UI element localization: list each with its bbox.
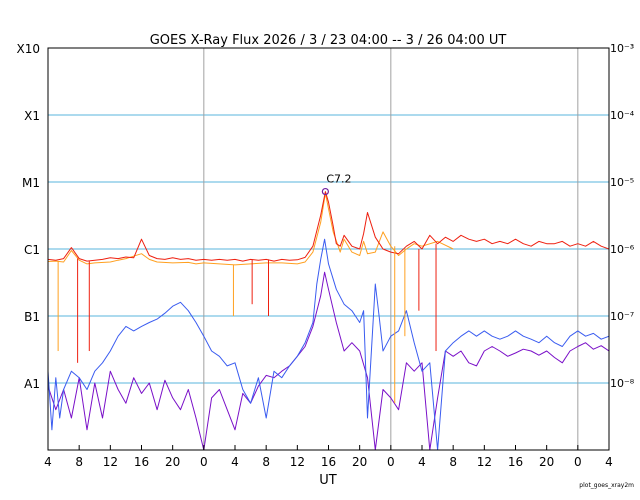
footnote: plot_goes_xray2m (579, 482, 634, 489)
x-tick-label-7: 8 (262, 455, 270, 469)
left-label-4: B1 (24, 310, 40, 324)
series-layer (48, 191, 609, 450)
left-label-0: X10 (17, 42, 41, 56)
x-tick-label-13: 8 (449, 455, 457, 469)
x-tick-label-14: 12 (477, 455, 492, 469)
x-tick-label-2: 12 (103, 455, 118, 469)
x-tick-label-15: 16 (508, 455, 523, 469)
left-label-3: C1 (24, 243, 40, 257)
x-tick-label-9: 16 (321, 455, 336, 469)
x-tick-label-4: 20 (165, 455, 180, 469)
x-tick-label-12: 4 (418, 455, 426, 469)
right-label-0: 10⁻³ (610, 42, 634, 55)
series-clip (48, 191, 609, 450)
x-tick-label-1: 8 (75, 455, 83, 469)
x-tick-label-10: 20 (352, 455, 367, 469)
gridlines (48, 114, 609, 384)
series-short-primary (48, 238, 609, 450)
peak-label-0: C7.2 (326, 173, 351, 186)
chart-title: GOES X-Ray Flux 2026 / 3 / 23 04:00 -- 3… (150, 33, 507, 48)
left-axis-labels: X10 X1 M1 C1 B1 A1 (17, 42, 41, 391)
peak-marker-0 (321, 187, 329, 196)
x-tick-label-0: 4 (44, 455, 52, 469)
series-short-secondary (48, 271, 609, 450)
right-axis-labels: 10⁻³ 10⁻⁴ 10⁻⁵ 10⁻⁶ 10⁻⁷ 10⁻⁸ (610, 42, 635, 390)
day-boundary-lines (203, 48, 579, 450)
x-tick-label-16: 20 (539, 455, 554, 469)
right-label-5: 10⁻⁸ (610, 377, 635, 390)
x-tick-label-6: 4 (231, 455, 239, 469)
x-tick-label-8: 12 (290, 455, 305, 469)
left-label-5: A1 (24, 377, 40, 391)
right-label-2: 10⁻⁵ (610, 176, 634, 189)
right-label-3: 10⁻⁶ (610, 243, 635, 256)
right-label-4: 10⁻⁷ (610, 310, 634, 323)
x-tick-label-18: 4 (605, 455, 613, 469)
series-long-primary (48, 191, 609, 262)
x-tick-label-3: 16 (134, 455, 149, 469)
left-label-2: M1 (22, 176, 40, 190)
x-axis-ticks: 4 8 12 16 20 0 4 8 12 16 20 0 4 8 12 16 20 0 4 (44, 445, 613, 469)
x-tick-label-17: 0 (574, 455, 582, 469)
x-tick-label-11: 0 (387, 455, 395, 469)
series-long-secondary (48, 192, 454, 266)
annotations: C7.2 (321, 173, 352, 196)
right-label-1: 10⁻⁴ (610, 109, 635, 122)
left-label-1: X1 (24, 109, 40, 123)
x-tick-label-5: 0 (200, 455, 208, 469)
x-axis-label: UT (319, 473, 337, 488)
